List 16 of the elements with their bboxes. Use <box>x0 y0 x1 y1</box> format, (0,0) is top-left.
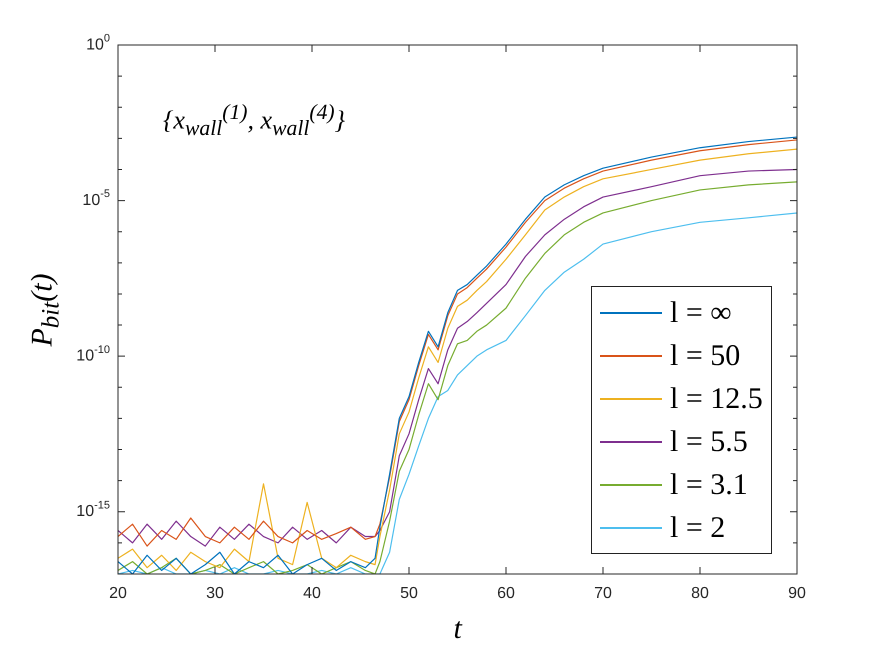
x-tick-label: 30 <box>206 585 224 602</box>
legend-label: l = 12.5 <box>670 382 763 416</box>
legend-label: l = 50 <box>670 338 740 372</box>
legend-label: l = 3.1 <box>670 468 748 502</box>
x-tick-label: 60 <box>497 585 515 602</box>
legend-label: l = 2 <box>670 510 726 544</box>
x-tick-label: 40 <box>303 585 321 602</box>
x-tick-label: 70 <box>594 585 612 602</box>
annotation: {x$_{wall}$$^{(1)}$, x$_{wall}$$^{(4)}$} <box>163 100 346 141</box>
x-tick-label: 50 <box>400 585 418 602</box>
x-tick-label: 90 <box>788 585 806 602</box>
x-tick-label: 20 <box>109 585 127 602</box>
x-axis-title: t <box>454 612 462 646</box>
x-tick-label: 80 <box>691 585 709 602</box>
legend-label: l = 5.5 <box>670 424 748 458</box>
legend-label: l = ∞ <box>670 296 732 330</box>
